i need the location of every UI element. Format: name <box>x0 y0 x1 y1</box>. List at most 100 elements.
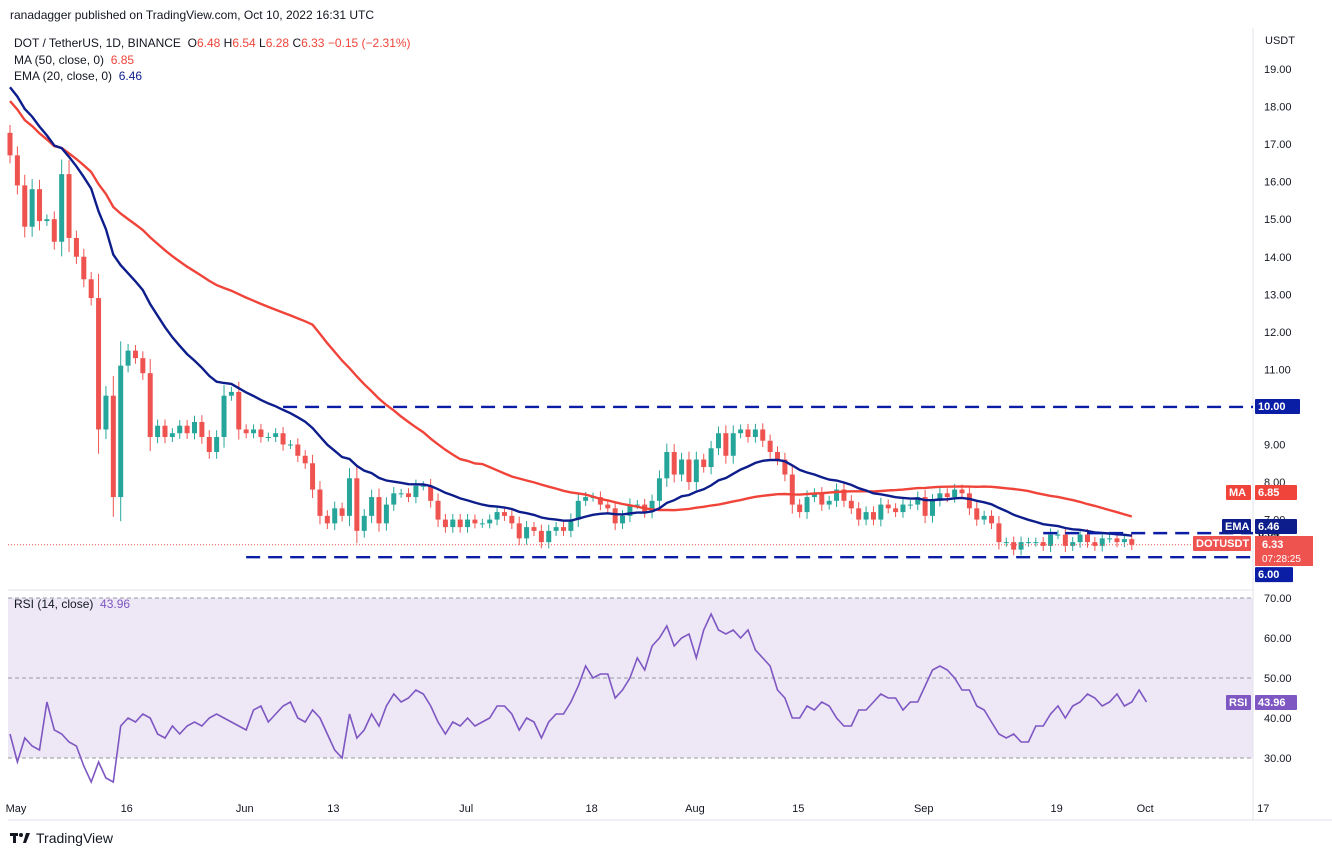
candle-body <box>893 508 899 513</box>
candle-body <box>944 493 950 498</box>
candle-body <box>435 500 441 520</box>
candle-body <box>1040 542 1046 546</box>
rsi-side-tag-bg <box>1226 695 1251 710</box>
candle-body <box>280 433 286 445</box>
rsi-tick-label: 60.00 <box>1264 633 1292 645</box>
candle-body <box>996 523 1002 543</box>
candle-body <box>391 493 397 505</box>
candle-body <box>819 493 825 505</box>
candle-body <box>671 452 677 475</box>
candle-body <box>457 519 463 528</box>
ema-axis-tag: 6.46 <box>1258 521 1279 533</box>
open-label: O <box>187 36 197 50</box>
time-tick-label: 19 <box>1050 803 1062 815</box>
candle-body <box>199 421 205 437</box>
candle-body <box>922 497 928 516</box>
price-axis-tag: 6.33 <box>1262 539 1283 551</box>
tradingview-brand: TradingView <box>36 830 114 846</box>
ema-side-tag: EMA <box>1225 521 1250 533</box>
candle-body <box>324 515 330 524</box>
candle-body <box>22 185 28 227</box>
candle-body <box>715 433 721 449</box>
ema-label: EMA (20, close, 0) <box>14 69 113 83</box>
candle-body <box>155 425 161 437</box>
candle-body <box>59 174 65 242</box>
candle-body <box>125 350 131 366</box>
candle-body <box>66 174 72 238</box>
candle-body <box>265 436 271 438</box>
candle-body <box>966 493 972 509</box>
level-tag-10: 10.00 <box>1258 401 1286 413</box>
candle-body <box>1084 534 1090 543</box>
candle-body <box>7 132 13 156</box>
rsi-tick-label: 30.00 <box>1264 753 1292 765</box>
candle-body <box>516 523 522 539</box>
candle-body <box>287 444 293 446</box>
candle-body <box>214 436 220 453</box>
low-label: L <box>259 36 266 50</box>
candle-body <box>51 219 57 242</box>
candle-body <box>575 500 581 520</box>
rsi-tick-label: 70.00 <box>1264 593 1292 605</box>
price-tick-label: 16.00 <box>1264 177 1292 189</box>
candle-body <box>44 219 50 222</box>
time-tick-label: 15 <box>792 803 804 815</box>
high-value: 6.54 <box>232 36 256 50</box>
price-tick-label: 11.00 <box>1264 364 1291 376</box>
candle-body <box>561 527 566 531</box>
ema-20-line <box>9 86 1132 537</box>
level-tag-6: 6.00 <box>1258 569 1279 581</box>
candle-body <box>369 497 375 516</box>
candle-body <box>878 504 884 520</box>
candle-body <box>723 433 729 456</box>
low-value: 6.28 <box>265 36 290 50</box>
candle-body <box>376 497 382 524</box>
candle-body <box>900 504 906 513</box>
candle-body <box>870 512 876 520</box>
time-tick-label: 16 <box>121 803 133 815</box>
tradingview-footer[interactable]: TradingView <box>10 830 113 846</box>
candle-body <box>1077 534 1083 543</box>
candle-body <box>981 515 987 520</box>
time-tick-label: May <box>6 803 27 815</box>
candle-body <box>524 527 530 539</box>
time-tick-label: 17 <box>1257 803 1269 815</box>
candle-body <box>841 489 847 501</box>
candle-body <box>221 395 227 437</box>
candle-body <box>745 429 751 437</box>
ma-50-line <box>9 100 1133 518</box>
candle-body <box>258 429 264 437</box>
change-value: −0.15 (−2.31%) <box>327 36 411 50</box>
candle-body <box>110 395 116 498</box>
ma-value: 6.85 <box>110 53 135 67</box>
candle-body <box>856 508 862 520</box>
candle-body <box>383 504 389 524</box>
symbol-title: DOT / TetherUS, 1D, BINANCE <box>14 36 181 50</box>
candle-body <box>236 391 242 430</box>
candle-body <box>501 512 507 516</box>
candle-body <box>14 155 20 186</box>
candle-body <box>1055 534 1061 536</box>
close-value: 6.33 <box>301 36 325 50</box>
candle-body <box>693 459 699 483</box>
candle-body <box>1114 538 1120 543</box>
symbol-legend: DOT / TetherUS, 1D, BINANCE O6.48 H6.54 … <box>14 36 411 50</box>
candle-body <box>132 350 138 359</box>
symbol-side-tag: DOTUSDT <box>1196 538 1249 550</box>
price-tick-label: 18.00 <box>1264 102 1292 114</box>
candle-body <box>81 256 87 280</box>
publisher-line: ranadagger published on TradingView.com,… <box>10 8 375 22</box>
candle-body <box>169 433 175 437</box>
candle-body <box>634 504 640 506</box>
rsi-side-tag: RSI <box>1229 697 1247 709</box>
candle-body <box>583 497 589 501</box>
candle-body <box>752 429 758 437</box>
candle-body <box>612 508 618 524</box>
candle-body <box>442 519 448 528</box>
price-tick-label: 12.00 <box>1264 327 1292 339</box>
close-label: C <box>292 36 302 50</box>
candle-body <box>332 508 338 524</box>
candle-body <box>649 500 655 513</box>
candle-body <box>730 433 736 456</box>
